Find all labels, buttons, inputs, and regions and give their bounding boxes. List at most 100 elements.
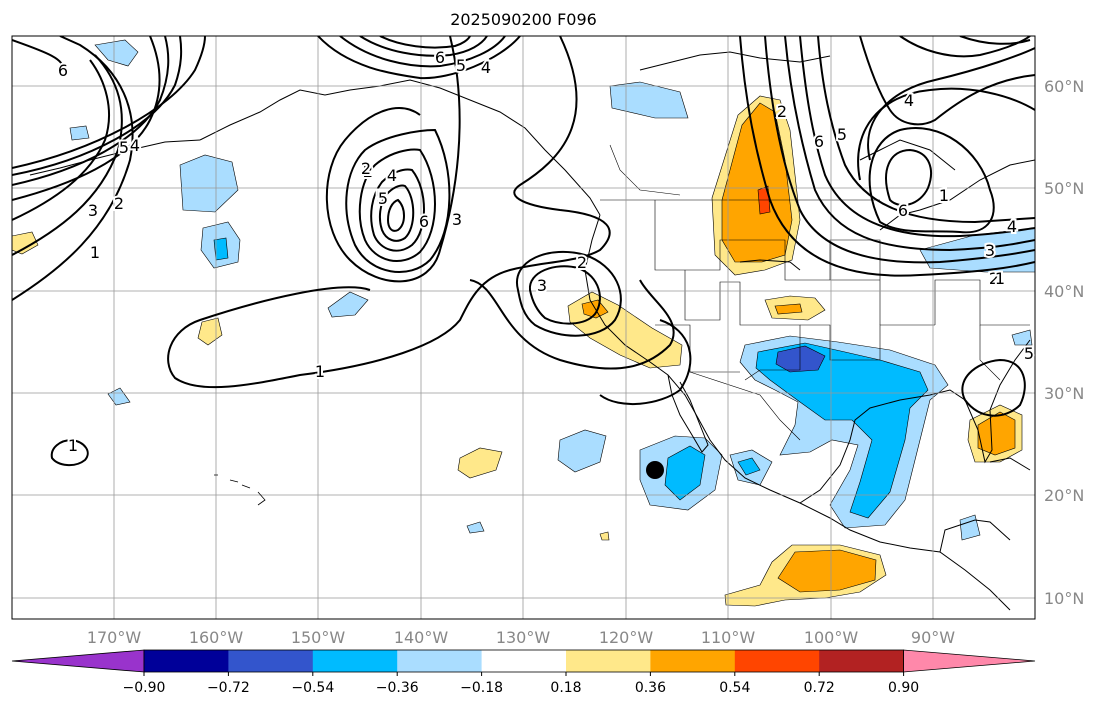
contour-label: 4 (481, 58, 491, 77)
contour-label: 2 (577, 253, 587, 272)
contour-line (378, 184, 415, 242)
contour-line (859, 36, 1035, 126)
pos-shade-area (12, 231, 39, 255)
colorbar-tick-label: 0.54 (719, 680, 750, 696)
colorbar-extend-low (11, 649, 145, 673)
border-line (654, 200, 880, 281)
colorbar-segment (397, 650, 483, 672)
pos-shade-area (774, 303, 803, 315)
contour-line (167, 36, 611, 389)
contour-line (12, 36, 161, 201)
border-line (979, 325, 1001, 381)
contour-line (359, 36, 488, 57)
islands (214, 474, 266, 506)
contour-line (379, 36, 471, 49)
contour-line (469, 279, 675, 370)
coastline (799, 339, 1031, 504)
lon-tick-label: 150°W (291, 628, 346, 647)
neg-shade-area (775, 345, 826, 373)
contour-label: 5 (837, 125, 847, 144)
neg-shade-area (737, 457, 761, 476)
coastline (199, 79, 601, 216)
contour-label: 4 (1007, 217, 1017, 236)
border-line (934, 279, 1030, 326)
contour-line (325, 36, 461, 283)
contour-label: 3 (537, 276, 547, 295)
colorbar-tick-label: −0.18 (460, 680, 503, 696)
colorbar-tick-labels: −0.90 −0.72 −0.54 −0.36 −0.18 0.18 0.36 0.54 0.7… (123, 680, 920, 696)
neg-shade-area (609, 81, 689, 119)
colorbar-tick-label: 0.36 (635, 680, 666, 696)
contour-label: 1 (995, 269, 1005, 288)
pos-shade-area (599, 531, 610, 541)
contour-line (868, 127, 995, 234)
neg-shade-area (466, 521, 485, 534)
lat-tick-label: 20°N (1044, 486, 1084, 505)
contour-line (599, 319, 692, 406)
location-marker-dot (646, 461, 664, 479)
coastline (667, 374, 709, 453)
colorbar-segment (650, 650, 736, 672)
colorbar-segment (819, 650, 905, 672)
colorbar (11, 649, 1036, 676)
colorbar-tick-label: −0.54 (291, 680, 334, 696)
contour-label: 6 (58, 61, 68, 80)
neg-shade-area (327, 291, 369, 318)
contour-label: 1 (90, 243, 100, 262)
contour-label: 1 (68, 436, 78, 455)
contour-label: 3 (985, 241, 995, 260)
contour-label: 3 (88, 201, 98, 220)
map-title: 2025090200 F096 (450, 10, 597, 29)
contour-line (12, 36, 170, 186)
coastline (859, 139, 956, 171)
contour-label: 4 (387, 166, 397, 185)
colorbar-tick-label: 0.90 (888, 680, 919, 696)
island (214, 474, 266, 506)
colorbar-tick-label: −0.72 (207, 680, 250, 696)
pos-shade-area (721, 102, 793, 263)
contour-label: 4 (904, 91, 914, 110)
border-line (684, 270, 801, 381)
coastline (29, 139, 201, 176)
pos-shade-area (977, 411, 1016, 456)
colorbar-tick-label: 0.72 (804, 680, 835, 696)
contour-line (959, 36, 1031, 45)
lat-tick-label: 50°N (1044, 179, 1084, 198)
colorbar-segment (312, 650, 398, 672)
contour-label: 2 (989, 269, 999, 288)
contour-label: 6 (814, 132, 824, 151)
neg-shade-area (213, 237, 229, 261)
contour-line (358, 148, 436, 262)
lon-tick-label: 160°W (189, 628, 244, 647)
map-background (12, 36, 1035, 619)
lon-tick-label: 130°W (496, 628, 551, 647)
contour-label: 5 (1024, 344, 1034, 363)
border-line (800, 324, 935, 361)
lat-tick-label: 30°N (1044, 384, 1084, 403)
colorbar-segment (481, 650, 567, 672)
lat-tick-label: 60°N (1044, 77, 1084, 96)
contour-label: 6 (419, 212, 429, 231)
contour-line (739, 36, 1035, 277)
neg-shade-area (664, 445, 706, 501)
lat-tick-label: 10°N (1044, 589, 1084, 608)
colorbar-tick-label: 0.18 (550, 680, 581, 696)
lat-tick-label: 40°N (1044, 282, 1084, 301)
colorbar-tick-label: −0.36 (376, 680, 419, 696)
colorbar-outline (143, 649, 904, 673)
contour-label: 2 (361, 159, 371, 178)
contour-line (764, 36, 1035, 264)
contour-line (784, 36, 1035, 252)
contour-label: 5 (456, 56, 466, 75)
contour-line (345, 128, 451, 273)
contour-line (317, 36, 521, 80)
contour-label: 4 (130, 136, 140, 155)
lon-tick-label: 170°W (87, 628, 142, 647)
contour-label: 5 (378, 189, 388, 208)
neg-shade-area (94, 39, 139, 67)
contour-line (370, 168, 425, 252)
contour-line (12, 39, 63, 71)
lon-tick-label: 90°W (911, 628, 955, 647)
